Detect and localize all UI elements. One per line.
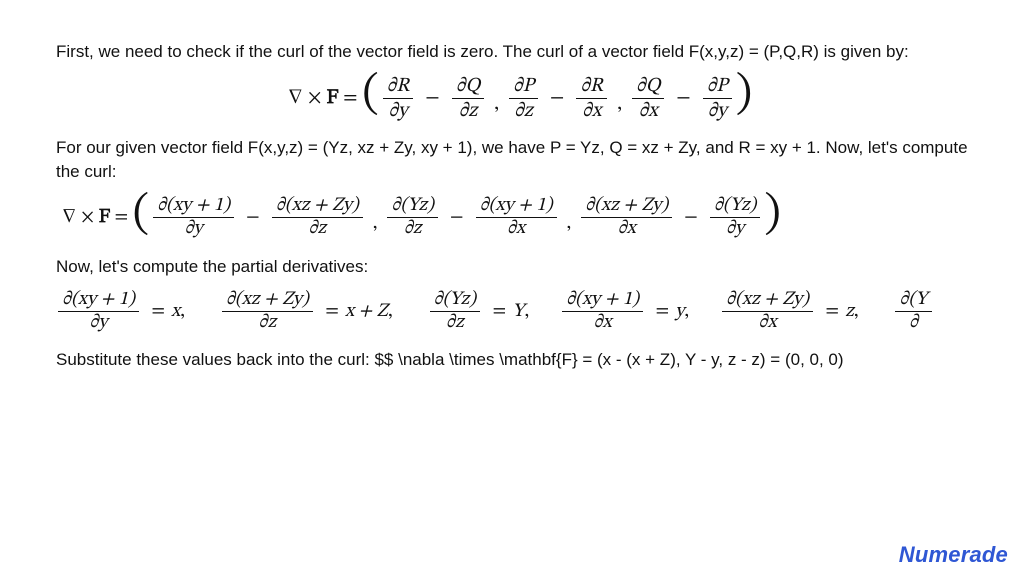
frac: ∂P ∂y (701, 75, 734, 122)
page: First, we need to check if the curl of t… (0, 0, 1024, 576)
nabla-symbol: ∇ (288, 88, 303, 108)
frac-cutoff: ∂(Y ∂ (893, 290, 933, 335)
vector-F: F (99, 208, 110, 227)
math-partials-list: ∂(xy + 1)∂y =x, ∂(xz + Zy)∂z =x + Z, ∂(Y… (56, 290, 1024, 335)
lparen: ( (362, 71, 378, 117)
paragraph-given: For our given vector field F(x,y,z) = (Y… (56, 136, 984, 185)
frac: ∂R ∂y (381, 75, 416, 122)
vector-F: F (327, 88, 339, 108)
paragraph-partials: Now, let's compute the partial derivativ… (56, 255, 984, 280)
frac: ∂Q ∂x (630, 75, 666, 122)
math-curl-specific: ∇ × F = ( ∂(xy + 1)∂y − ∂(xz + Zy)∂z , ∂… (56, 195, 984, 241)
paragraph-intro: First, we need to check if the curl of t… (56, 40, 984, 65)
times-symbol: × (308, 88, 327, 108)
math-curl-general: ∇ × F = ( ∂R ∂y − ∂Q ∂z , ∂P ∂z − ∂R (56, 75, 984, 122)
logo-text: Numerade (899, 542, 1008, 567)
rparen: ) (736, 71, 752, 117)
frac: ∂P ∂z (507, 75, 540, 122)
nabla-symbol: ∇ (62, 208, 76, 227)
frac: ∂Q ∂z (450, 75, 486, 122)
paragraph-substitute: Substitute these values back into the cu… (56, 348, 984, 373)
frac: ∂R ∂x (574, 75, 609, 122)
numerade-logo: Numerade (899, 542, 1008, 568)
equals: = (343, 88, 357, 108)
